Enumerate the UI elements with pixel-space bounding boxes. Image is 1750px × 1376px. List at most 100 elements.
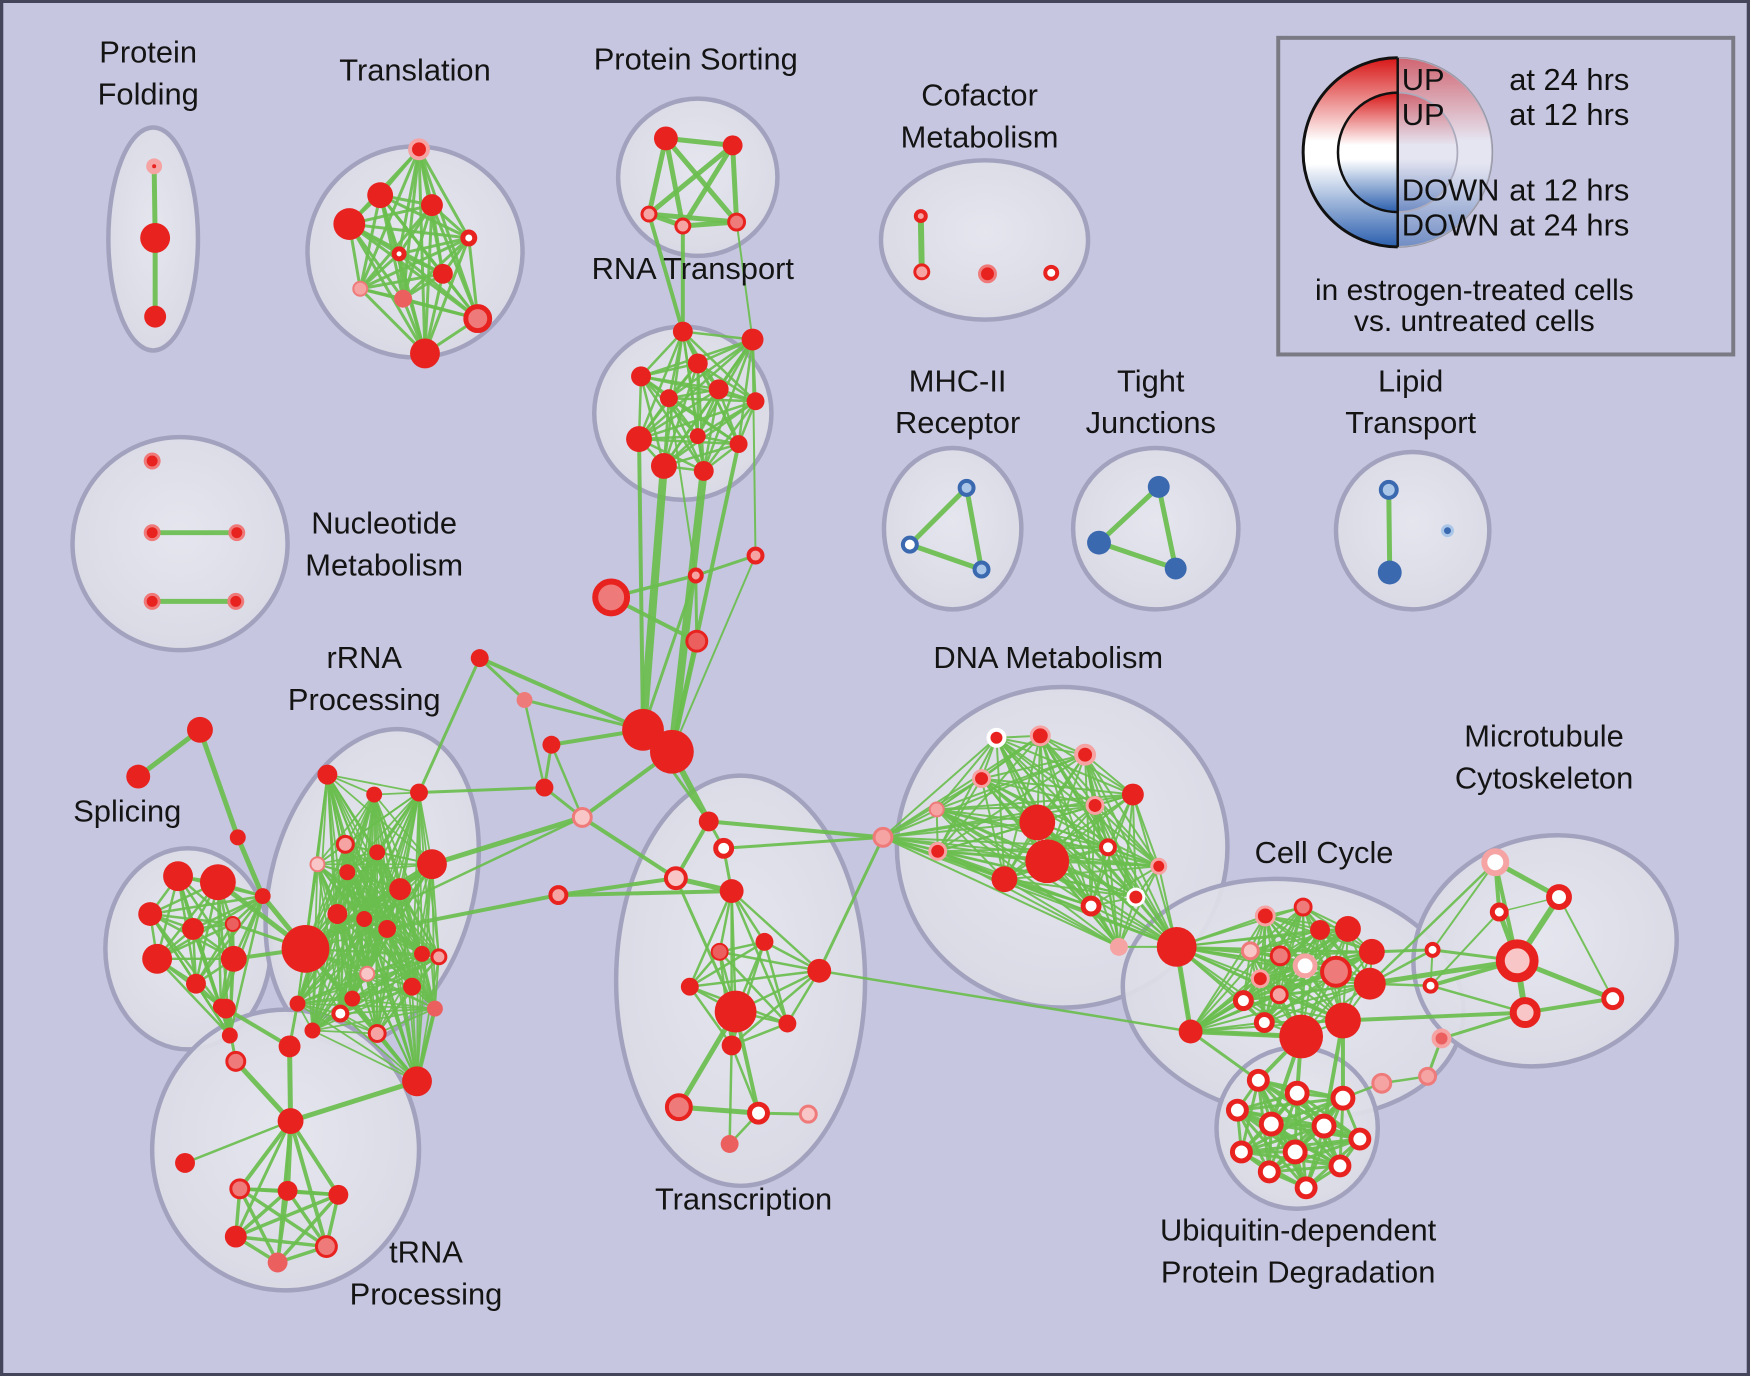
node [314,1235,338,1259]
node [463,304,493,334]
cluster-label-lipid-transport: Lipid Transport [1345,363,1476,440]
node [631,366,651,387]
node [1279,1014,1324,1059]
edge [303,946,419,1084]
node [1495,939,1539,983]
legend-time-label-3: at 24 hrs [1509,208,1629,243]
node [1126,887,1146,907]
edge [235,834,266,899]
edge [662,442,740,468]
cluster-label-tight-junctions: Tight Junctions [1086,363,1216,440]
node [359,965,376,982]
node [1601,987,1625,1011]
legend-caption-line-0: in estrogen-treated cells [1315,274,1634,307]
edge [917,213,925,275]
node [1320,955,1352,988]
node [913,263,931,281]
node [389,878,412,901]
node [420,194,443,217]
edge [386,928,413,988]
edge [688,985,733,1047]
node [1099,838,1117,857]
edge [646,142,736,217]
legend-time-label-0: at 24 hrs [1509,62,1629,97]
node [1371,1072,1393,1094]
node [689,428,706,445]
edge [1235,1096,1345,1112]
legend-fade-overlay [1397,57,1493,247]
node [1325,1002,1361,1039]
cluster-ellipse-cofactor [878,158,1091,322]
node [278,1035,301,1058]
node [1019,804,1056,841]
cluster-label-protein-sorting: Protein Sorting [594,42,798,77]
edge [646,135,669,217]
edge [1084,753,1137,899]
node [872,826,894,848]
node [1147,475,1170,498]
edge [358,287,427,355]
edge [296,918,366,1005]
node [972,769,991,789]
legend-direction-label-2: DOWN [1402,173,1500,208]
cluster-label-cell-cycle: Cell Cycle [1255,835,1394,870]
node [228,524,246,542]
edge [737,338,754,446]
node [1257,1160,1281,1184]
node [1229,1140,1253,1164]
legend-time-label-2: at 12 hrs [1509,173,1629,208]
edge [358,252,401,291]
edge [1003,878,1093,908]
edge [302,860,436,953]
node [254,888,271,905]
node [687,353,708,374]
edge [363,918,436,1010]
cluster-label-splicing: Splicing [73,793,181,828]
edge [358,236,471,291]
edge [336,913,379,1035]
edge [1189,1030,1260,1082]
node [333,208,366,240]
node [928,801,945,818]
edge [667,466,708,756]
node [571,806,593,828]
edge [311,1029,379,1035]
edge [688,889,733,988]
node [807,958,832,983]
edge [637,388,720,441]
node [1424,941,1441,958]
node [1377,560,1402,585]
node [143,524,161,542]
edge [478,656,527,702]
edge [637,437,740,446]
cluster-ellipse-lipid-transport [1333,449,1492,612]
node [928,841,948,861]
edge [728,1044,733,1146]
node [1358,938,1385,965]
edge [706,819,885,840]
edge [376,851,436,1010]
node [746,546,765,565]
edge [1267,1137,1362,1174]
node [369,844,386,861]
node [1156,926,1197,967]
node [175,1152,195,1173]
edge [1094,804,1160,868]
node [1109,937,1128,956]
node [229,1178,251,1200]
node [1509,997,1541,1029]
cluster-ellipse-nucleotide [70,434,290,653]
node [741,328,764,351]
node [710,942,729,961]
node [356,911,373,927]
edge [817,969,1192,1033]
edge [358,193,382,291]
edge [935,736,998,811]
node [713,837,735,859]
edge [667,338,754,400]
legend-outer-arc [1301,56,1398,249]
node [199,864,236,901]
node [1330,1085,1356,1111]
node [394,289,413,308]
edge [980,777,1160,868]
